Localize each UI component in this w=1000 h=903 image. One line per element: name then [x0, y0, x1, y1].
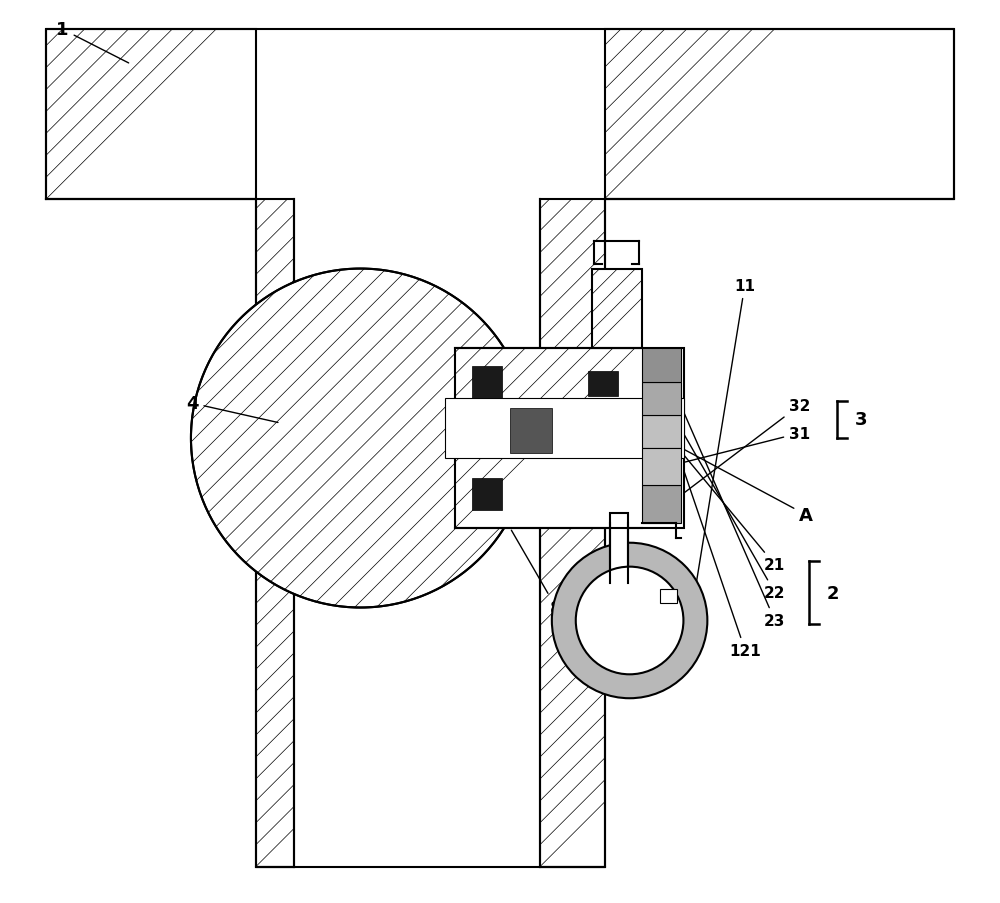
Polygon shape [256, 200, 294, 867]
Bar [445, 399, 684, 459]
Polygon shape [540, 200, 605, 867]
Polygon shape [605, 31, 954, 200]
Bar [472, 479, 502, 510]
Text: 121: 121 [618, 277, 761, 658]
Circle shape [576, 567, 683, 675]
Text: A: A [684, 450, 813, 525]
Text: 11: 11 [688, 279, 755, 635]
Text: 4: 4 [186, 395, 278, 423]
Bar [472, 367, 502, 399]
Bar [642, 382, 681, 415]
Bar [642, 415, 681, 449]
Bar [642, 349, 681, 382]
Text: 31: 31 [684, 426, 810, 462]
Bar [588, 372, 618, 396]
Text: 1: 1 [56, 22, 129, 64]
Text: 22: 22 [663, 398, 786, 600]
Text: 8: 8 [511, 531, 562, 617]
Bar [642, 486, 681, 523]
Text: 23: 23 [663, 365, 786, 628]
Bar [642, 449, 681, 486]
Circle shape [552, 543, 707, 698]
Text: 3: 3 [855, 411, 867, 429]
Text: 2: 2 [827, 584, 839, 602]
Bar [660, 589, 677, 603]
Polygon shape [46, 31, 256, 200]
Polygon shape [191, 269, 530, 608]
Text: 12: 12 [619, 367, 661, 530]
Polygon shape [592, 269, 642, 349]
Bar [610, 513, 628, 583]
Text: 21: 21 [663, 431, 785, 573]
Polygon shape [455, 349, 684, 528]
Bar [510, 409, 552, 453]
Text: 6: 6 [595, 400, 629, 480]
Text: 32: 32 [684, 398, 810, 494]
